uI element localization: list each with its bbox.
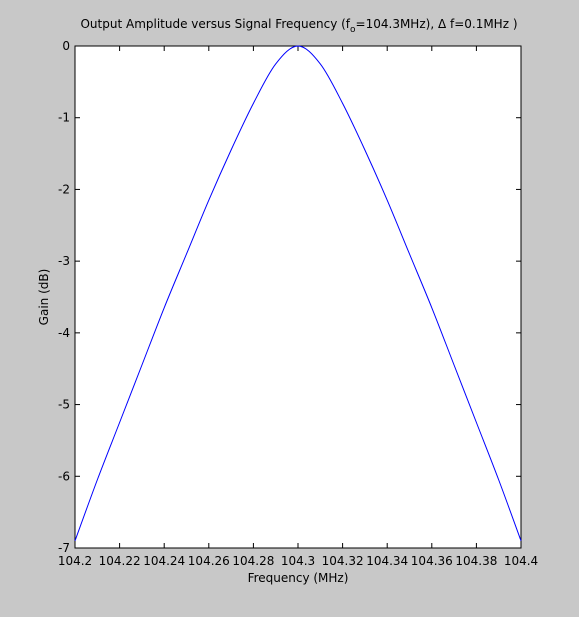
x-tick-label: 104.28 xyxy=(232,554,274,568)
x-axis-label: Frequency (MHz) xyxy=(248,571,349,585)
x-tick-label: 104.24 xyxy=(143,554,185,568)
x-axis-tick-labels: 104.2 104.22 104.24 104.26 104.28 104.3 104.32… xyxy=(58,554,538,568)
x-tick-label: 104.26 xyxy=(188,554,230,568)
x-tick-label: 104.22 xyxy=(99,554,141,568)
y-tick-label: -6 xyxy=(58,469,70,483)
y-tick-label: 0 xyxy=(62,39,70,53)
y-tick-label: -4 xyxy=(58,326,70,340)
x-tick-label: 104.34 xyxy=(366,554,408,568)
y-tick-label: -7 xyxy=(58,541,70,555)
x-axis-ticks xyxy=(74,46,522,548)
x-tick-label: 104.38 xyxy=(455,554,497,568)
y-axis-label: Gain (dB) xyxy=(37,269,51,326)
y-tick-label: -5 xyxy=(58,398,70,412)
x-tick-label: 104.4 xyxy=(504,554,538,568)
y-axis-tick-labels: 0 -1 -2 -3 -4 -5 -6 -7 xyxy=(58,39,70,555)
x-tick-label: 104.32 xyxy=(322,554,364,568)
chart-title: Output Amplitude versus Signal Frequency… xyxy=(80,17,517,35)
y-tick-label: -3 xyxy=(58,254,70,268)
y-tick-label: -2 xyxy=(58,182,70,196)
x-tick-label: 104.2 xyxy=(58,554,92,568)
chart-title-prefix: Output Amplitude versus Signal Frequency… xyxy=(80,17,350,31)
y-axis-ticks xyxy=(75,45,521,549)
y-tick-label: -1 xyxy=(58,111,70,125)
x-tick-label: 104.3 xyxy=(281,554,315,568)
chart-title-suffix: =104.3MHz), Δ f=0.1MHz ) xyxy=(356,17,518,31)
gain-curve xyxy=(74,45,522,542)
chart-title-subscript: o xyxy=(350,25,356,35)
x-tick-label: 104.36 xyxy=(411,554,453,568)
plot-area xyxy=(74,45,522,549)
